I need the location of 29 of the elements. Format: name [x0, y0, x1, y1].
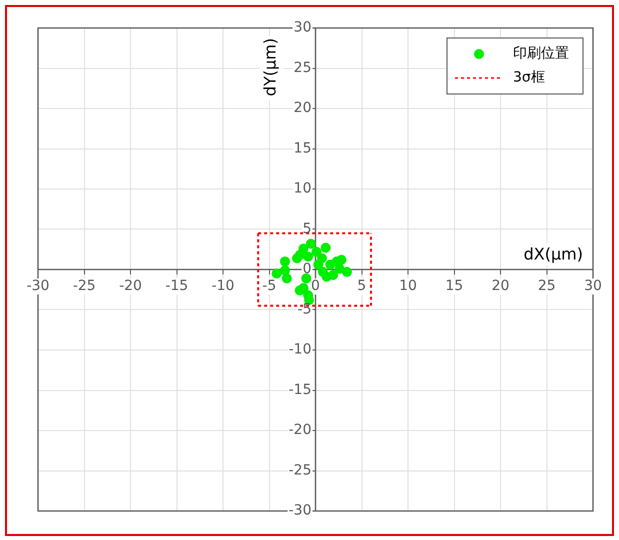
y-tick-label: 15 [294, 140, 312, 156]
y-tick-label: -10 [288, 342, 312, 358]
y-tick-label: -5 [298, 301, 312, 318]
y-tick-label: 0 [302, 261, 312, 278]
y-tick-label: 30 [294, 20, 312, 36]
y-tick-label: 10 [294, 180, 312, 197]
x-tick-label: 15 [445, 278, 464, 294]
x-tick-label: -25 [72, 278, 96, 294]
x-tick-label: 30 [584, 278, 602, 294]
x-tick-label: 20 [492, 278, 510, 294]
y-tick-label: 25 [294, 60, 312, 76]
y-tick-label: -25 [288, 462, 312, 478]
y-tick-label: 5 [302, 220, 312, 237]
x-tick-label: -5 [262, 278, 276, 294]
x-tick-label: -30 [26, 278, 50, 294]
legend-label: 印刷位置 [513, 46, 569, 62]
x-tick-label: 5 [357, 278, 366, 294]
y-tick-label: -30 [288, 502, 312, 519]
y-tick-label: 20 [294, 100, 312, 116]
x-tick-label: -10 [212, 278, 234, 294]
y-axis-title: dY(μm) [260, 38, 280, 96]
y-tick-label: -20 [288, 422, 312, 438]
x-tick-label: 25 [538, 278, 556, 294]
x-tick-label: -20 [119, 278, 142, 294]
x-tick-label: 10 [399, 278, 417, 294]
x-axis-title: dX(μm) [524, 244, 583, 264]
x-tick-label: -15 [165, 278, 188, 294]
y-tick-label: -15 [288, 382, 312, 398]
legend-label: 3σ框 [513, 70, 545, 86]
